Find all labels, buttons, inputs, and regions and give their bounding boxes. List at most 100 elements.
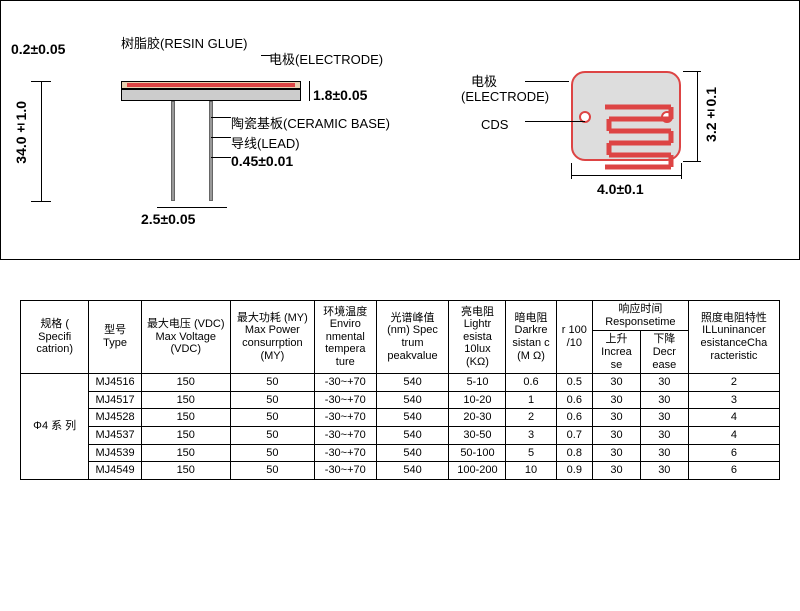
cell-lightr: 30-50 — [449, 427, 506, 445]
cell-dec: 30 — [640, 427, 688, 445]
table-row: MJ451715050-30~+7054010-2010.630303 — [21, 391, 780, 409]
side-view: 0.2±0.05 树脂胶(RESIN GLUE) 电极(ELECTRODE) 1… — [61, 61, 401, 241]
th-resp: 响应时间 Responsetime — [593, 301, 689, 331]
cell-inc: 30 — [593, 409, 641, 427]
cell-temp: -30~+70 — [315, 462, 377, 480]
cell-darkr: 0.6 — [506, 374, 556, 392]
electrode-label: 电极(ELECTRODE) — [269, 49, 383, 68]
cell-type: MJ4517 — [89, 391, 141, 409]
cell-vdc: 150 — [141, 374, 230, 392]
th-peak: 光谱峰值 (nm) Spec trum peakvalue — [376, 301, 449, 374]
cell-temp: -30~+70 — [315, 427, 377, 445]
th-dec: 下降 Decr ease — [640, 331, 688, 374]
cell-temp: -30~+70 — [315, 444, 377, 462]
th-ill: 照度电阻特性 ILLuninancer esistanceCha racteri… — [688, 301, 779, 374]
cell-vdc: 150 — [141, 391, 230, 409]
spec-table: 规格 ( Specifi catrion) 型号 Type 最大电压 (VDC)… — [20, 300, 780, 480]
table-row: Φ4 系 列MJ451615050-30~+705405-100.60.5303… — [21, 374, 780, 392]
cell-inc: 30 — [593, 462, 641, 480]
cell-lightr: 20-30 — [449, 409, 506, 427]
diagram-panel: 0.2±0.05 树脂胶(RESIN GLUE) 电极(ELECTRODE) 1… — [0, 0, 800, 260]
ceramic-label: 陶瓷基板(CERAMIC BASE) — [231, 113, 390, 132]
dim-top-thickness: 0.2±0.05 — [11, 41, 65, 57]
cell-peak: 540 — [376, 391, 449, 409]
table-body: Φ4 系 列MJ451615050-30~+705405-100.60.5303… — [21, 374, 780, 480]
th-darkr: 暗电阻 Darkre sistan c (M Ω) — [506, 301, 556, 374]
dim-lead-dia: 0.45±0.01 — [231, 153, 293, 169]
cell-peak: 540 — [376, 444, 449, 462]
cell-inc: 30 — [593, 391, 641, 409]
cell-lightr: 5-10 — [449, 374, 506, 392]
table-head: 规格 ( Specifi catrion) 型号 Type 最大电压 (VDC)… — [21, 301, 780, 374]
cell-r100: 0.5 — [556, 374, 592, 392]
cell-power: 50 — [230, 462, 314, 480]
cell-power: 50 — [230, 444, 314, 462]
series-cell: Φ4 系 列 — [21, 374, 89, 480]
cell-power: 50 — [230, 409, 314, 427]
cell-vdc: 150 — [141, 462, 230, 480]
spec-table-wrap: 规格 ( Specifi catrion) 型号 Type 最大电压 (VDC)… — [20, 300, 780, 480]
lead-2 — [209, 101, 213, 201]
cell-peak: 540 — [376, 427, 449, 445]
cell-darkr: 5 — [506, 444, 556, 462]
cell-darkr: 2 — [506, 409, 556, 427]
dim-top-width: 4.0±0.1 — [597, 181, 644, 197]
cell-ill: 6 — [688, 444, 779, 462]
top-view: 电极 (ELECTRODE) CDS 4.0±0.1 3.2±0.1 — [561, 51, 721, 191]
cell-type: MJ4539 — [89, 444, 141, 462]
cell-vdc: 150 — [141, 444, 230, 462]
dim-body-thickness: 1.8±0.05 — [313, 87, 367, 103]
table-row: MJ453915050-30~+7054050-10050.830306 — [21, 444, 780, 462]
cell-temp: -30~+70 — [315, 391, 377, 409]
top-electrode-en: (ELECTRODE) — [461, 89, 549, 104]
dim-top-height: 3.2±0.1 — [703, 87, 719, 142]
table-row: MJ452815050-30~+7054020-3020.630304 — [21, 409, 780, 427]
cell-r100: 0.9 — [556, 462, 592, 480]
cell-peak: 540 — [376, 462, 449, 480]
resin-label: 树脂胶(RESIN GLUE) — [121, 33, 247, 52]
th-type: 型号 Type — [89, 301, 141, 374]
cell-dec: 30 — [640, 374, 688, 392]
cell-vdc: 150 — [141, 427, 230, 445]
lead-1 — [171, 101, 175, 201]
top-electrode-cn: 电极 — [471, 71, 497, 90]
cell-darkr: 1 — [506, 391, 556, 409]
lead-label: 导线(LEAD) — [231, 133, 300, 152]
cds-trace-icon — [601, 101, 679, 173]
cell-lightr: 100-200 — [449, 462, 506, 480]
cell-lightr: 10-20 — [449, 391, 506, 409]
cell-type: MJ4528 — [89, 409, 141, 427]
th-power: 最大功耗 (MY) Max Power consurrption (MY) — [230, 301, 314, 374]
cell-r100: 0.7 — [556, 427, 592, 445]
cell-vdc: 150 — [141, 409, 230, 427]
cell-r100: 0.6 — [556, 409, 592, 427]
th-inc: 上升 Increa se — [593, 331, 641, 374]
cell-ill: 3 — [688, 391, 779, 409]
cell-ill: 4 — [688, 409, 779, 427]
cell-lightr: 50-100 — [449, 444, 506, 462]
cell-dec: 30 — [640, 444, 688, 462]
ldr-body — [571, 71, 681, 161]
th-r100: r 100 /10 — [556, 301, 592, 374]
cell-power: 50 — [230, 427, 314, 445]
table-row: MJ453715050-30~+7054030-5030.730304 — [21, 427, 780, 445]
cell-dec: 30 — [640, 391, 688, 409]
th-vdc: 最大电压 (VDC) Max Voltage (VDC) — [141, 301, 230, 374]
cell-peak: 540 — [376, 409, 449, 427]
th-temp: 环境温度 Enviro nmental tempera ture — [315, 301, 377, 374]
cell-dec: 30 — [640, 409, 688, 427]
th-spec: 规格 ( Specifi catrion) — [21, 301, 89, 374]
cell-darkr: 3 — [506, 427, 556, 445]
dim-lead-length: 34.0±1.0 — [13, 101, 29, 164]
cell-inc: 30 — [593, 444, 641, 462]
dim-lead-spacing: 2.5±0.05 — [141, 211, 195, 227]
th-lightr: 亮电阻 Lightr esista 10lux (KΩ) — [449, 301, 506, 374]
cell-ill: 2 — [688, 374, 779, 392]
cell-temp: -30~+70 — [315, 409, 377, 427]
cds-strip — [127, 83, 295, 87]
cell-ill: 4 — [688, 427, 779, 445]
ceramic-base — [121, 89, 301, 101]
cell-r100: 0.6 — [556, 391, 592, 409]
cell-inc: 30 — [593, 427, 641, 445]
cell-r100: 0.8 — [556, 444, 592, 462]
